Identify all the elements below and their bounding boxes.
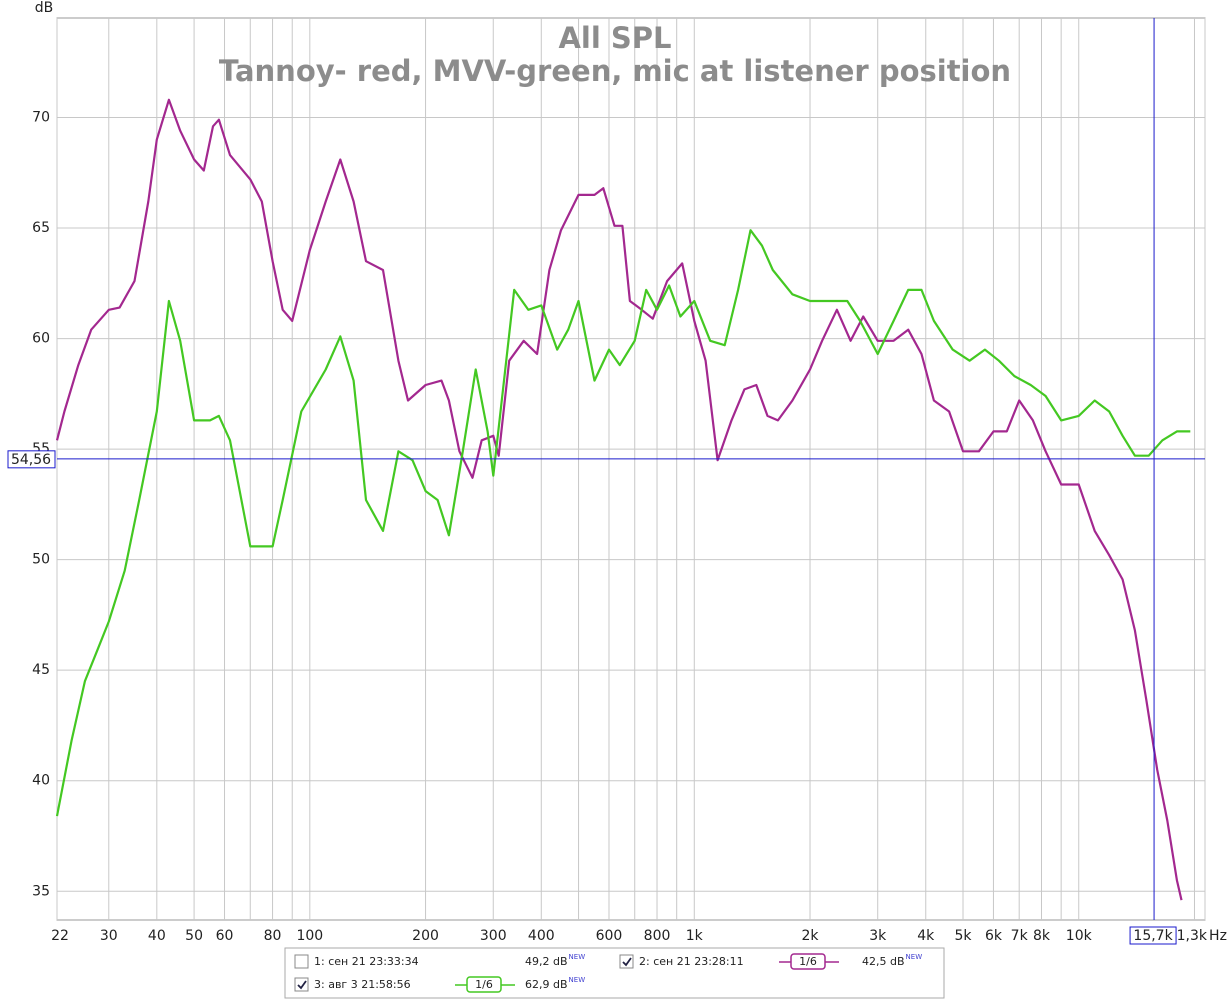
x-tick-label: 10k <box>1066 928 1093 944</box>
y-tick-label: 45 <box>32 662 50 678</box>
legend-value: 62,9 dB <box>525 978 568 991</box>
legend-label: 2: сен 21 23:28:11 <box>639 955 744 968</box>
grid <box>56 18 1206 920</box>
x-tick-label: 100 <box>296 928 323 944</box>
x-tick-label: 400 <box>528 928 555 944</box>
legend-check <box>297 980 307 990</box>
x-tick-label: 1k <box>686 928 704 944</box>
cursor-x-label: 15,7k <box>1133 928 1173 944</box>
legend-checkbox[interactable] <box>619 954 634 969</box>
y-tick-label: 40 <box>32 773 50 789</box>
series-layer <box>55 98 1191 901</box>
x-tick-label: 4k <box>917 928 935 944</box>
x-tick-label: 600 <box>596 928 623 944</box>
legend-smoothing: 1/6 <box>475 978 493 991</box>
legend-smoothing: 1/6 <box>799 955 817 968</box>
x-tick-label: 60 <box>216 928 234 944</box>
x-tick-label: 80 <box>264 928 282 944</box>
x-tick-label: 50 <box>185 928 203 944</box>
legend-check <box>622 957 632 967</box>
x-tick-label: 30 <box>100 928 118 944</box>
cursor-x-box <box>1129 926 1177 945</box>
x-tick-label: 2k <box>802 928 820 944</box>
legend-label: 3: авг 3 21:58:56 <box>314 978 411 991</box>
legend-smoothing-box[interactable] <box>466 976 502 993</box>
legend-badge: NEW <box>906 953 923 961</box>
plot-frame <box>56 17 1206 921</box>
x-tick-label: 6k <box>985 928 1003 944</box>
y-tick-label: 35 <box>32 883 50 899</box>
x-tick-label: 1,3k <box>1177 928 1208 944</box>
x-tick-label: 3k <box>869 928 887 944</box>
chart-subtitle: Tannoy- red, MVV-green, mic at listener … <box>219 54 1011 88</box>
chart-title: All SPL <box>558 21 671 55</box>
x-tick-label: 800 <box>644 928 671 944</box>
legend-badge: NEW <box>569 976 586 984</box>
series-line <box>55 229 1191 817</box>
series-line <box>55 98 1183 901</box>
legend-value: 42,5 dB <box>862 955 905 968</box>
y-tick-label: 65 <box>32 220 50 236</box>
x-tick-label: 300 <box>480 928 507 944</box>
cursor-y-box <box>7 450 56 469</box>
x-tick-label: 200 <box>412 928 439 944</box>
y-tick-label: 70 <box>32 109 50 125</box>
legend-checkbox[interactable] <box>294 977 309 992</box>
x-tick-label: 8k <box>1033 928 1051 944</box>
y-tick-label: 60 <box>32 331 50 347</box>
legend-box <box>284 947 945 999</box>
x-tick-label: 40 <box>148 928 166 944</box>
legend-label: 1: сен 21 23:33:34 <box>314 955 419 968</box>
legend-smoothing-box[interactable] <box>790 953 826 970</box>
y-tick-label: 50 <box>32 552 50 568</box>
x-tick-label: 7k <box>1011 928 1029 944</box>
x-tick-label: 22 <box>51 928 69 944</box>
legend-checkbox[interactable] <box>294 954 309 969</box>
legend: 1: сен 21 23:33:34 49,2 dB NEW 2: сен 21 23… <box>294 953 923 993</box>
y-axis-label: dB <box>35 0 54 16</box>
cursor-y-label: 54,56 <box>11 452 51 468</box>
x-tick-label: 5k <box>955 928 973 944</box>
legend-badge: NEW <box>569 953 586 961</box>
x-axis-label: Hz <box>1209 928 1227 944</box>
legend-value: 49,2 dB <box>525 955 568 968</box>
